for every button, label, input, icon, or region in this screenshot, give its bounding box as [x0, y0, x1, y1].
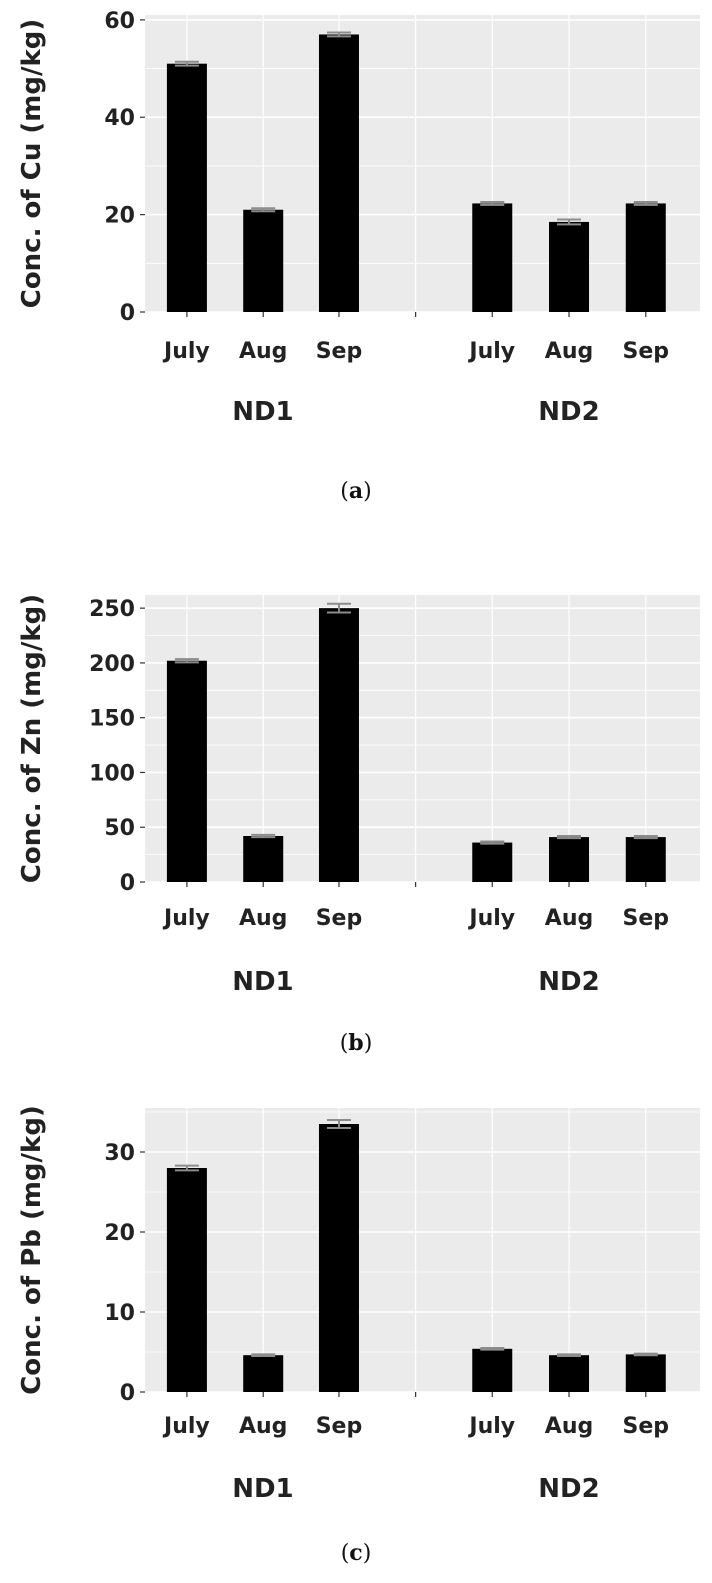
group-label-nd1: ND1 [232, 1474, 293, 1504]
error-bar [633, 1352, 658, 1357]
bar-nd1-july [166, 63, 207, 313]
x-tick-label: Aug [545, 339, 593, 364]
y-tick-label: 0 [120, 1381, 135, 1406]
y-tick-label: 0 [120, 871, 135, 896]
bar-nd2-aug [549, 837, 590, 882]
bar-nd2-july [472, 842, 513, 882]
y-tick-label: 10 [104, 1301, 135, 1326]
group-label-nd2: ND2 [538, 397, 599, 427]
x-tick-label: July [467, 906, 515, 931]
x-tick-label: Sep [623, 339, 670, 364]
error-bar [251, 207, 276, 213]
bar-nd2-july [472, 1348, 513, 1392]
error-bar [326, 602, 351, 614]
x-tick-label: Aug [239, 1414, 287, 1439]
bar-nd2-aug [549, 221, 590, 312]
y-tick-label: 20 [104, 1221, 135, 1246]
bar-nd1-sep [318, 34, 359, 313]
error-bar [633, 200, 658, 206]
y-tick-label: 30 [104, 1141, 135, 1166]
bar-nd1-july [166, 660, 207, 882]
y-axis-title: Conc. of Cu (mg/kg) [17, 19, 47, 309]
bar-nd1-aug [243, 835, 284, 882]
bar-nd2-sep [625, 203, 666, 312]
bar-nd1-july [166, 1168, 207, 1392]
y-axis-title: Conc. of Zn (mg/kg) [17, 594, 47, 883]
y-tick-label: 150 [89, 707, 135, 732]
group-label-nd1: ND1 [232, 967, 293, 997]
caption-b: (b) [339, 1030, 373, 1056]
bar-nd1-sep [318, 608, 359, 882]
bar-nd1-aug [243, 1355, 284, 1392]
error-bar [480, 840, 505, 845]
error-bar [326, 31, 351, 38]
error-bar [480, 1347, 505, 1351]
error-bar [251, 1353, 276, 1357]
x-tick-label: Aug [239, 906, 287, 931]
cu-chart: July Aug Sep ND1 July Aug Sep ND2 0 20 40 60 Conc. o… [17, 9, 700, 427]
y-axis-title: Conc. of Pb (mg/kg) [17, 1105, 47, 1395]
x-tick-label: July [467, 1414, 515, 1439]
error-bar [557, 1353, 582, 1357]
error-bar [174, 1164, 199, 1172]
x-tick-label: Sep [623, 1414, 670, 1439]
zn-chart: July Aug Sep ND1 July Aug Sep ND2 0 50 100 150 200 25… [17, 594, 700, 997]
x-tick-label: Sep [316, 906, 363, 931]
x-tick-label: Sep [316, 339, 363, 364]
y-tick-label: 100 [89, 761, 135, 786]
plot-background [145, 1108, 700, 1392]
error-bar [174, 60, 199, 67]
error-bar [326, 1119, 351, 1129]
bar-nd1-sep [318, 1124, 359, 1392]
bar-nd2-aug [549, 1355, 590, 1392]
x-tick-label: Aug [545, 906, 593, 931]
error-bar [251, 833, 276, 839]
x-tick-label: July [162, 906, 210, 931]
y-tick-label: 250 [89, 597, 135, 622]
x-tick-label: Aug [239, 339, 287, 364]
y-tick-label: 200 [89, 652, 135, 677]
bar-nd2-july [472, 203, 513, 312]
error-bar [557, 834, 582, 840]
group-label-nd2: ND2 [538, 967, 599, 997]
bar-nd2-sep [625, 837, 666, 882]
caption-c-letter: c [349, 1540, 363, 1566]
x-tick-label: July [162, 339, 210, 364]
pb-chart: July Aug Sep ND1 July Aug Sep ND2 0 10 20 30 Conc. o… [17, 1105, 700, 1504]
caption-b-letter: b [348, 1030, 364, 1056]
plot-background [145, 15, 700, 312]
caption-c: (c) [340, 1540, 372, 1566]
y-tick-label: 20 [104, 204, 135, 229]
error-bar [633, 834, 658, 840]
caption-a: (a) [340, 478, 372, 504]
group-label-nd2: ND2 [538, 1474, 599, 1504]
y-tick-label: 60 [104, 9, 135, 34]
y-tick-label: 50 [104, 816, 135, 841]
group-label-nd1: ND1 [232, 397, 293, 427]
x-tick-label: Sep [316, 1414, 363, 1439]
y-tick-label: 40 [104, 106, 135, 131]
bar-nd1-aug [243, 209, 284, 312]
bar-nd2-sep [625, 1354, 666, 1392]
caption-a-letter: a [348, 478, 364, 504]
x-tick-label: July [162, 1414, 210, 1439]
x-tick-label: Sep [623, 906, 670, 931]
plot-background [145, 595, 700, 882]
error-bar [557, 218, 582, 226]
error-bar [480, 200, 505, 206]
x-tick-label: Aug [545, 1414, 593, 1439]
x-tick-label: July [467, 339, 515, 364]
error-bar [174, 658, 199, 664]
y-tick-label: 0 [120, 301, 135, 326]
